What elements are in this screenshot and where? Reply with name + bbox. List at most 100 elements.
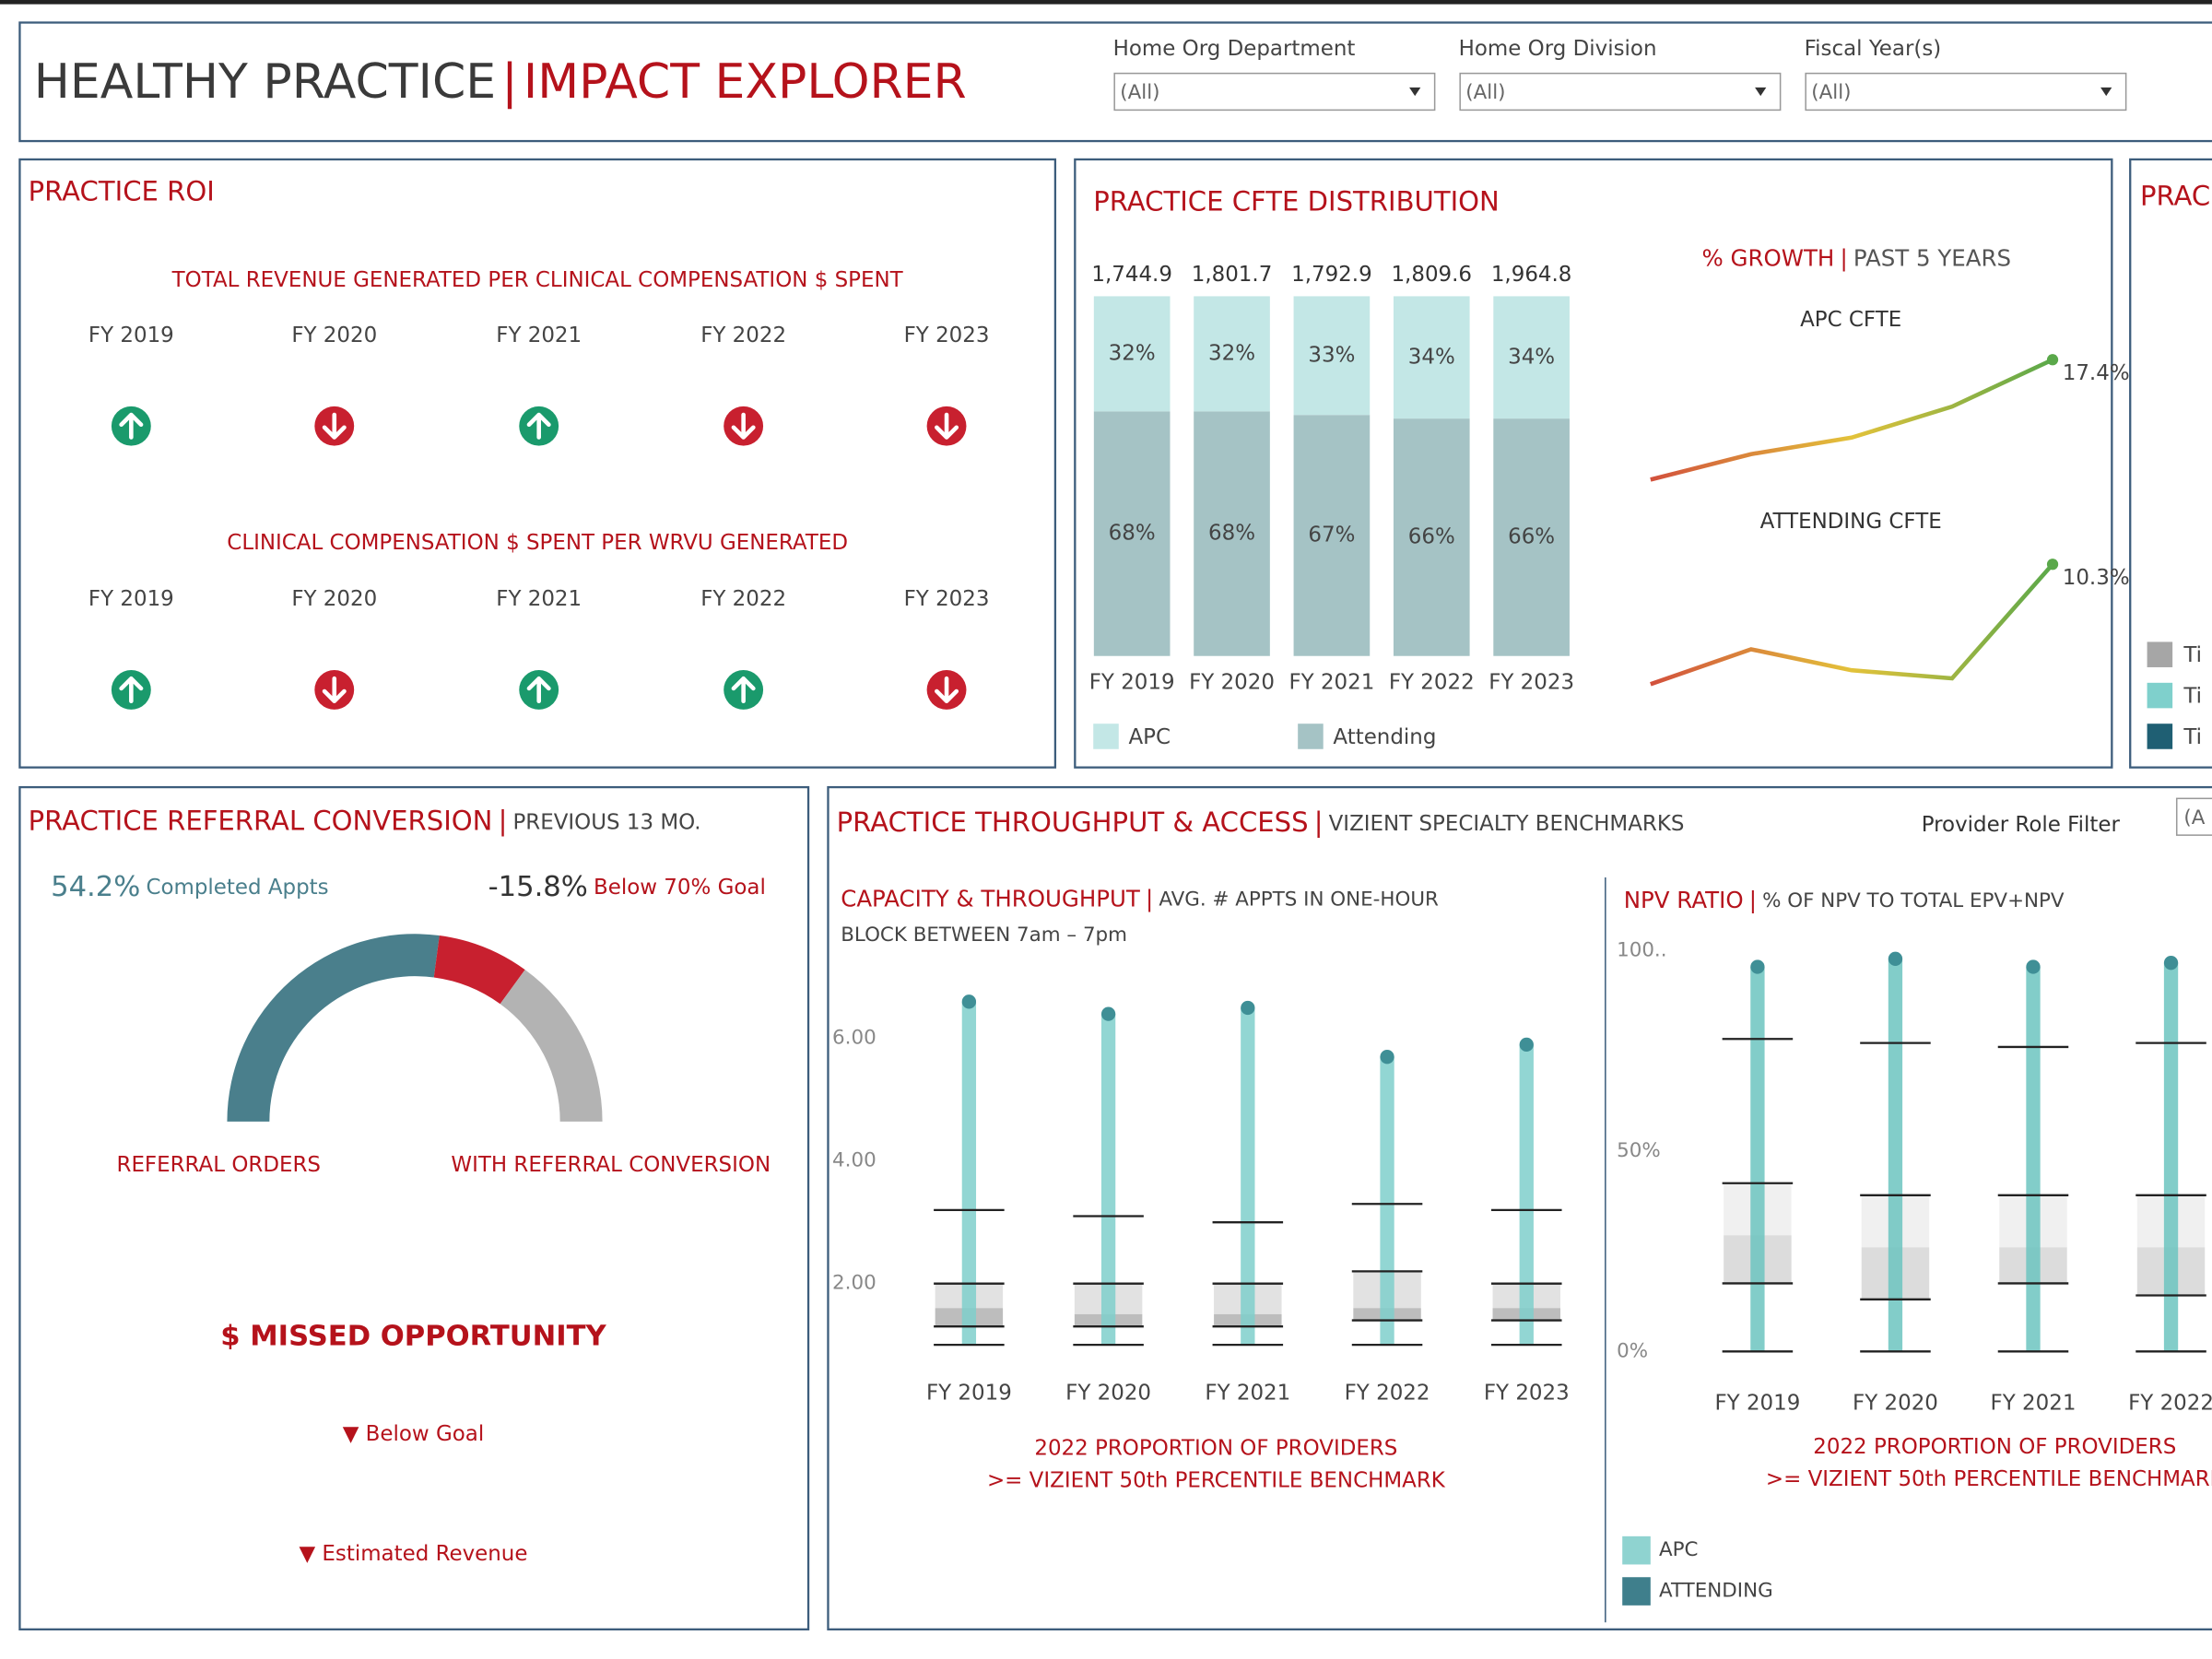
- gauge-segment: [227, 934, 440, 1122]
- outlier-point: [1241, 1000, 1255, 1016]
- kpi-label: ▼ Below Goal: [343, 1422, 484, 1446]
- year-label: FY 2019: [88, 587, 174, 611]
- x-tick-label: FY 2020: [1065, 1382, 1151, 1406]
- dropdown-arrow: [2100, 87, 2112, 97]
- point-strip: [1100, 1014, 1116, 1346]
- outlier-point: [1380, 1050, 1394, 1065]
- trend-arrow: [526, 676, 551, 704]
- legend-swatch: [1093, 724, 1119, 749]
- third-panel: [2129, 158, 2212, 769]
- title-part: |: [1314, 806, 1324, 838]
- total-label: 1,801.7: [1192, 263, 1273, 287]
- growth-line: [1650, 562, 2054, 687]
- title-part: |: [1840, 245, 1847, 272]
- data-label: 32%: [1109, 341, 1156, 365]
- footnote: >= VIZIENT 50th PERCENTILE BENCHMARK: [1766, 1467, 2212, 1491]
- header-title: HEALTHY PRACTICE: [34, 54, 496, 110]
- bar-segment: [1393, 418, 1470, 656]
- x-tick-label: FY 2022: [2128, 1391, 2212, 1415]
- gauge-label: REFERRAL ORDERS: [117, 1153, 321, 1177]
- filter-label: Provider Role Filter: [1922, 813, 2121, 837]
- year-label: FY 2023: [904, 324, 990, 347]
- legend-label: APC: [1659, 1538, 1699, 1561]
- legend-swatch: [2147, 682, 2173, 709]
- title: -15.8% Below 70% Goal: [488, 870, 766, 902]
- point-strip: [1750, 967, 1765, 1352]
- trend-arrow: [322, 412, 347, 440]
- y-tick-label: 50%: [1617, 1139, 1661, 1162]
- title: 54.2% Completed Appts: [51, 870, 329, 902]
- trend-arrow: [119, 676, 144, 704]
- dropdown-arrow: [1409, 87, 1421, 97]
- gauge-label: WITH REFERRAL CONVERSION: [451, 1153, 771, 1177]
- year-label: FY 2020: [291, 324, 377, 347]
- point-strip: [1380, 1056, 1394, 1346]
- data-label: 68%: [1208, 522, 1255, 546]
- point-strip: [2163, 962, 2179, 1352]
- filter-dropdown[interactable]: [2175, 797, 2212, 836]
- year-label: FY 2023: [904, 587, 990, 611]
- roi-panel: [18, 158, 1057, 769]
- title: HEALTHY PRACTICE | IMPACT EXPLORER: [34, 54, 967, 110]
- growth-line: [1650, 358, 2054, 482]
- title: PRACTICE REFERRAL CONVERSION | PREVIOUS 13…: [29, 805, 701, 836]
- legend-label: Ti: [2183, 725, 2202, 749]
- legend-label: ATTENDING: [1659, 1580, 1773, 1603]
- legend-label: APC: [1128, 725, 1171, 749]
- trend-arrow: [322, 676, 347, 704]
- kpi-label: Completed Appts: [146, 875, 328, 899]
- x-tick-label: FY 2022: [1389, 670, 1475, 694]
- bar-segment: [1093, 296, 1171, 412]
- filter-label: Home Org Division: [1459, 37, 1657, 61]
- legend-swatch: [1622, 1535, 1651, 1565]
- data-label: 67%: [1308, 523, 1355, 547]
- title-part: VIZIENT SPECIALTY BENCHMARKS: [1329, 811, 1685, 835]
- outlier-point: [1888, 951, 1903, 966]
- point-strip: [1519, 1044, 1534, 1346]
- legend-swatch: [2147, 641, 2173, 667]
- data-label: 66%: [1508, 524, 1555, 548]
- title-part: % OF NPV TO TOTAL EPV+NPV: [1762, 889, 2065, 912]
- legend-label: Ti: [2183, 643, 2202, 667]
- title: NPV RATIO |% OF NPV TO TOTAL EPV+NPV: [1624, 887, 2065, 913]
- filter-dropdown[interactable]: [1113, 72, 1436, 112]
- year-label: FY 2021: [496, 587, 582, 611]
- legend-swatch: [1622, 1577, 1651, 1606]
- bar-segment: [1293, 296, 1371, 416]
- outlier-point: [961, 994, 977, 1009]
- total-label: 1,964.8: [1491, 263, 1572, 287]
- x-tick-label: FY 2022: [1345, 1382, 1430, 1406]
- header-subtitle: IMPACT EXPLORER: [524, 54, 967, 110]
- title-part: PAST 5 YEARS: [1853, 245, 2011, 272]
- metric-title: CLINICAL COMPENSATION $ SPENT PER WRVU G…: [227, 531, 848, 555]
- outlier-point: [1100, 1006, 1116, 1021]
- title-part: PRACTICE REFERRAL CONVERSION: [29, 805, 493, 836]
- title: PRACTICE THROUGHPUT & ACCESS | VIZIENT SPE…: [837, 806, 1685, 838]
- x-tick-label: FY 2021: [1991, 1391, 2077, 1415]
- filter-dropdown[interactable]: [1805, 72, 2127, 112]
- filter-dropdown[interactable]: [1459, 72, 1782, 112]
- point-strip: [1241, 1007, 1255, 1346]
- legend-label: Ti: [2183, 685, 2202, 709]
- end-point: [2046, 559, 2059, 571]
- title-part: PRACTICE THROUGHPUT & ACCESS: [837, 806, 1309, 838]
- y-tick-label: 100..: [1617, 939, 1666, 962]
- bar-segment: [1393, 296, 1470, 419]
- end-label: 10.3%: [2063, 566, 2130, 590]
- top-edge: [0, 0, 2212, 5]
- footnote: 2022 PROPORTION OF PROVIDERS: [1034, 1436, 1397, 1460]
- x-tick-label: FY 2023: [1484, 1382, 1570, 1406]
- filter-value: (All): [1465, 81, 1505, 104]
- legend-label: Attending: [1333, 725, 1436, 749]
- x-tick-label: FY 2021: [1288, 670, 1374, 694]
- data-label: 34%: [1408, 345, 1455, 369]
- end-label: 17.4%: [2063, 361, 2130, 385]
- header-panel: [18, 21, 2212, 143]
- bar-segment: [1493, 296, 1570, 419]
- data-label: 32%: [1208, 341, 1255, 365]
- x-tick-label: FY 2021: [1205, 1382, 1290, 1406]
- footnote: >= VIZIENT 50th PERCENTILE BENCHMARK: [987, 1469, 1446, 1493]
- x-tick-label: FY 2019: [1089, 670, 1175, 694]
- title-part: AVG. # APPTS IN ONE-HOUR: [1159, 888, 1439, 912]
